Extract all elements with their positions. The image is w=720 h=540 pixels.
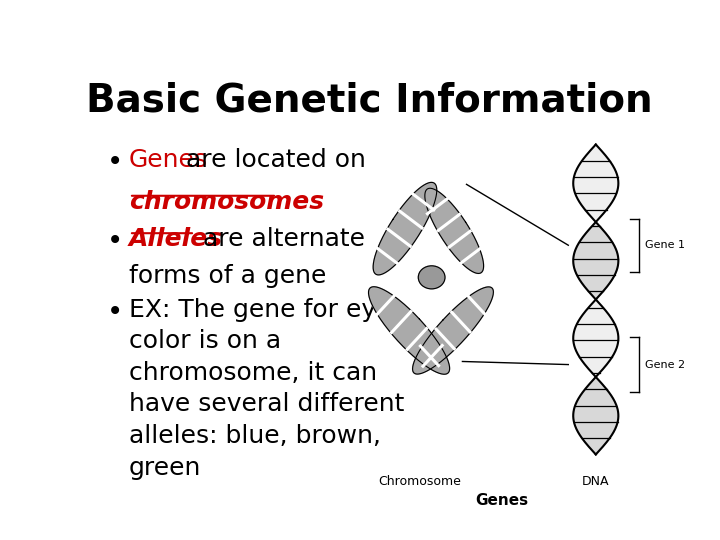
Text: Genes: Genes bbox=[129, 148, 208, 172]
Text: are located on: are located on bbox=[178, 148, 366, 172]
Polygon shape bbox=[369, 287, 449, 374]
Text: •: • bbox=[107, 148, 123, 176]
Text: forms of a gene: forms of a gene bbox=[129, 265, 326, 288]
Text: Gene 2: Gene 2 bbox=[645, 360, 685, 369]
Text: Gene 1: Gene 1 bbox=[645, 240, 685, 250]
Text: Genes: Genes bbox=[475, 492, 528, 508]
Text: DNA: DNA bbox=[582, 475, 610, 488]
Text: are alternate: are alternate bbox=[195, 227, 365, 251]
Text: •: • bbox=[107, 227, 123, 255]
Text: Basic Genetic Information: Basic Genetic Information bbox=[86, 82, 652, 119]
Text: Chromosome: Chromosome bbox=[378, 475, 461, 488]
Polygon shape bbox=[373, 183, 437, 275]
Text: EX: The gene for eye
color is on a
chromosome, it can
have several different
all: EX: The gene for eye color is on a chrom… bbox=[129, 298, 405, 480]
Text: •: • bbox=[107, 298, 123, 326]
Text: chromosomes: chromosomes bbox=[129, 190, 324, 213]
Text: Alleles: Alleles bbox=[129, 227, 223, 251]
Polygon shape bbox=[413, 287, 493, 374]
Polygon shape bbox=[425, 188, 484, 273]
Ellipse shape bbox=[418, 266, 445, 289]
